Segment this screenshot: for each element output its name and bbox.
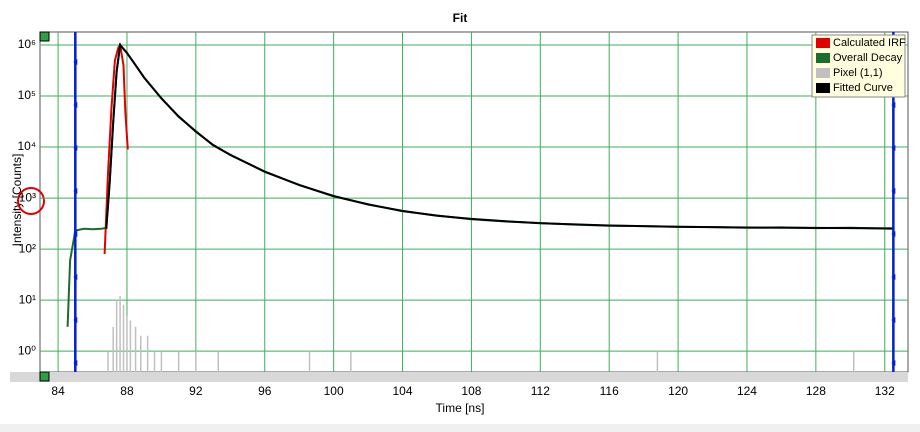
series-line [105, 42, 894, 230]
zoom-control[interactable] [17, 187, 45, 215]
x-tick-label: 96 [258, 384, 272, 398]
cursor-arrow [73, 102, 78, 108]
cursor-arrow [73, 188, 78, 194]
y-tick-label: 10³ [19, 190, 36, 204]
x-tick-label: 128 [806, 384, 826, 398]
cursor-arrow [73, 317, 78, 323]
cursor-arrow [891, 360, 896, 366]
y-tick-label: 10⁵ [18, 88, 36, 102]
cursor-arrow [73, 274, 78, 280]
cursor-arrow [73, 145, 78, 151]
x-tick-label: 108 [461, 384, 481, 398]
x-tick-label: 100 [324, 384, 344, 398]
legend-label: Calculated IRF [833, 37, 906, 49]
cursor-arrow [73, 360, 78, 366]
cursor-arrow [73, 59, 78, 65]
legend-swatch [816, 53, 830, 63]
legend: Calculated IRF Overall Decay Pixel (1,1) Fi… [811, 34, 906, 98]
cursor-arrow [73, 231, 78, 237]
legend-swatch [816, 68, 830, 78]
x-tick-label: 120 [668, 384, 688, 398]
y-tick-label: 10² [19, 241, 36, 255]
series-line [103, 42, 129, 255]
zoom-handle[interactable] [39, 371, 50, 382]
cursor-arrow [891, 231, 896, 237]
x-tick-label: 116 [600, 384, 619, 398]
legend-label: Fitted Curve [833, 82, 893, 94]
x-tick-label: 88 [120, 384, 134, 398]
cursor-arrow [891, 274, 896, 280]
x-tick-label: 124 [737, 384, 757, 398]
zoom-handle[interactable] [39, 31, 50, 42]
scrollbar[interactable] [10, 372, 908, 382]
x-tick-label: 84 [51, 384, 65, 398]
legend-label: Overall Decay [833, 52, 903, 64]
chart-title: Fit [453, 11, 468, 25]
x-tick-label: 132 [875, 384, 895, 398]
plot-area [39, 31, 909, 373]
cursor-arrow [891, 188, 896, 194]
status-strip [0, 424, 920, 432]
y-tick-label: 10⁰ [18, 343, 36, 357]
cursor-arrow [891, 102, 896, 108]
x-axis-label: Time [ns] [436, 401, 485, 415]
legend-label: Pixel (1,1) [833, 67, 883, 79]
cursor-arrow [891, 317, 896, 323]
y-tick-label: 10¹ [19, 292, 36, 306]
y-tick-label: 10⁴ [17, 139, 36, 153]
cursor-arrow [891, 145, 896, 151]
x-tick-label: 112 [531, 384, 550, 398]
x-tick-label: 92 [189, 384, 203, 398]
legend-swatch [816, 38, 830, 48]
y-tick-label: 10⁶ [18, 37, 36, 51]
x-tick-label: 104 [393, 384, 413, 398]
legend-swatch [816, 83, 830, 93]
